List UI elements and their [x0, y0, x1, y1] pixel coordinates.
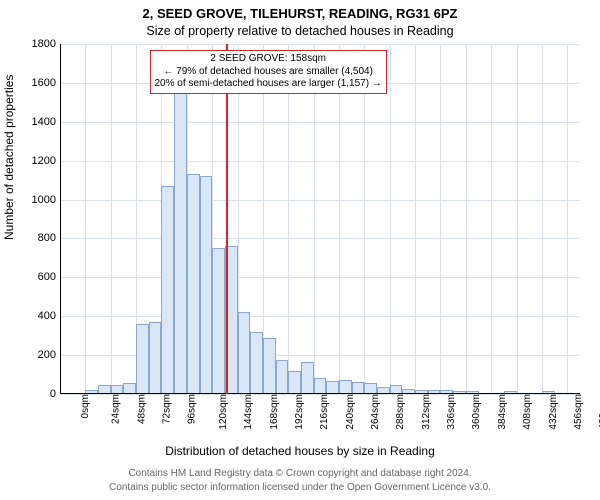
x-tick-label: 168sqm [267, 394, 280, 430]
grid-line-v [466, 44, 467, 394]
x-tick-label: 360sqm [470, 394, 483, 430]
grid-line-v [288, 44, 289, 394]
y-tick-label: 1000 [32, 194, 60, 206]
grid-line-v [491, 44, 492, 394]
x-tick-label: 240sqm [343, 394, 356, 430]
histogram-plot: 0200400600800100012001400160018000sqm24s… [60, 44, 580, 394]
y-tick-label: 400 [38, 310, 60, 322]
grid-line-v [314, 44, 315, 394]
x-tick-label: 384sqm [495, 394, 508, 430]
x-tick-label: 192sqm [292, 394, 305, 430]
annotation-box: 2 SEED GROVE: 158sqm← 79% of detached ho… [150, 50, 387, 94]
grid-line-v [517, 44, 518, 394]
annotation-line: ← 79% of detached houses are smaller (4,… [155, 66, 382, 79]
grid-line-h [60, 316, 580, 317]
y-tick-label: 1400 [32, 116, 60, 128]
x-tick-label: 312sqm [419, 394, 432, 430]
annotation-line: 2 SEED GROVE: 158sqm [155, 53, 382, 66]
y-axis-line [60, 44, 61, 394]
grid-line-h [60, 200, 580, 201]
x-tick-label: 144sqm [241, 394, 254, 430]
y-tick-label: 200 [38, 349, 60, 361]
histogram-bar [339, 380, 352, 394]
x-tick-label: 264sqm [368, 394, 381, 430]
y-tick-label: 0 [50, 388, 60, 400]
histogram-bar [212, 248, 225, 394]
grid-line-v [415, 44, 416, 394]
x-axis-line [60, 393, 580, 394]
grid-line-v [390, 44, 391, 394]
x-axis-label: Distribution of detached houses by size … [0, 444, 600, 458]
histogram-bar [161, 186, 174, 394]
grid-line-h [60, 277, 580, 278]
histogram-bar [174, 83, 187, 394]
histogram-bar [149, 322, 162, 394]
annotation-line: 20% of semi-detached houses are larger (… [155, 78, 382, 91]
histogram-bar [288, 371, 301, 394]
y-tick-label: 1200 [32, 155, 60, 167]
chart-title-line1: 2, SEED GROVE, TILEHURST, READING, RG31 … [0, 6, 600, 21]
grid-line-v [440, 44, 441, 394]
x-tick-label: 96sqm [185, 394, 198, 424]
x-tick-label: 432sqm [546, 394, 559, 430]
x-tick-label: 48sqm [134, 394, 147, 424]
histogram-bar [250, 332, 263, 394]
chart-title-line2: Size of property relative to detached ho… [0, 24, 600, 38]
x-tick-label: 24sqm [109, 394, 122, 424]
x-tick-label: 0sqm [78, 394, 91, 418]
x-tick-label: 216sqm [317, 394, 330, 430]
grid-line-h [60, 122, 580, 123]
histogram-bar [301, 362, 314, 394]
footer-copyright-1: Contains HM Land Registry data © Crown c… [0, 468, 600, 479]
grid-line-v [111, 44, 112, 394]
x-tick-label: 456sqm [571, 394, 584, 430]
x-tick-label: 288sqm [393, 394, 406, 430]
x-tick-label: 72sqm [160, 394, 173, 424]
histogram-bar [314, 378, 327, 394]
grid-line-h [60, 238, 580, 239]
grid-line-h [60, 161, 580, 162]
footer-copyright-2: Contains public sector information licen… [0, 482, 600, 493]
x-tick-label: 120sqm [216, 394, 229, 430]
histogram-bar [187, 174, 200, 394]
histogram-bar [136, 324, 149, 394]
histogram-bar [276, 360, 289, 394]
grid-line-h [60, 44, 580, 45]
y-tick-label: 1600 [32, 77, 60, 89]
x-tick-label: 336sqm [444, 394, 457, 430]
grid-line-v [567, 44, 568, 394]
y-axis-label: Number of detached properties [2, 75, 16, 240]
x-tick-label: 480sqm [596, 394, 600, 430]
y-tick-label: 1800 [32, 38, 60, 50]
y-tick-label: 600 [38, 271, 60, 283]
x-tick-label: 408sqm [520, 394, 533, 430]
marker-line [226, 44, 228, 394]
grid-line-v [364, 44, 365, 394]
histogram-bar [238, 312, 251, 394]
grid-line-v [339, 44, 340, 394]
grid-line-v [542, 44, 543, 394]
grid-line-v [85, 44, 86, 394]
y-tick-label: 800 [38, 232, 60, 244]
histogram-bar [263, 338, 276, 394]
histogram-bar [200, 176, 213, 394]
